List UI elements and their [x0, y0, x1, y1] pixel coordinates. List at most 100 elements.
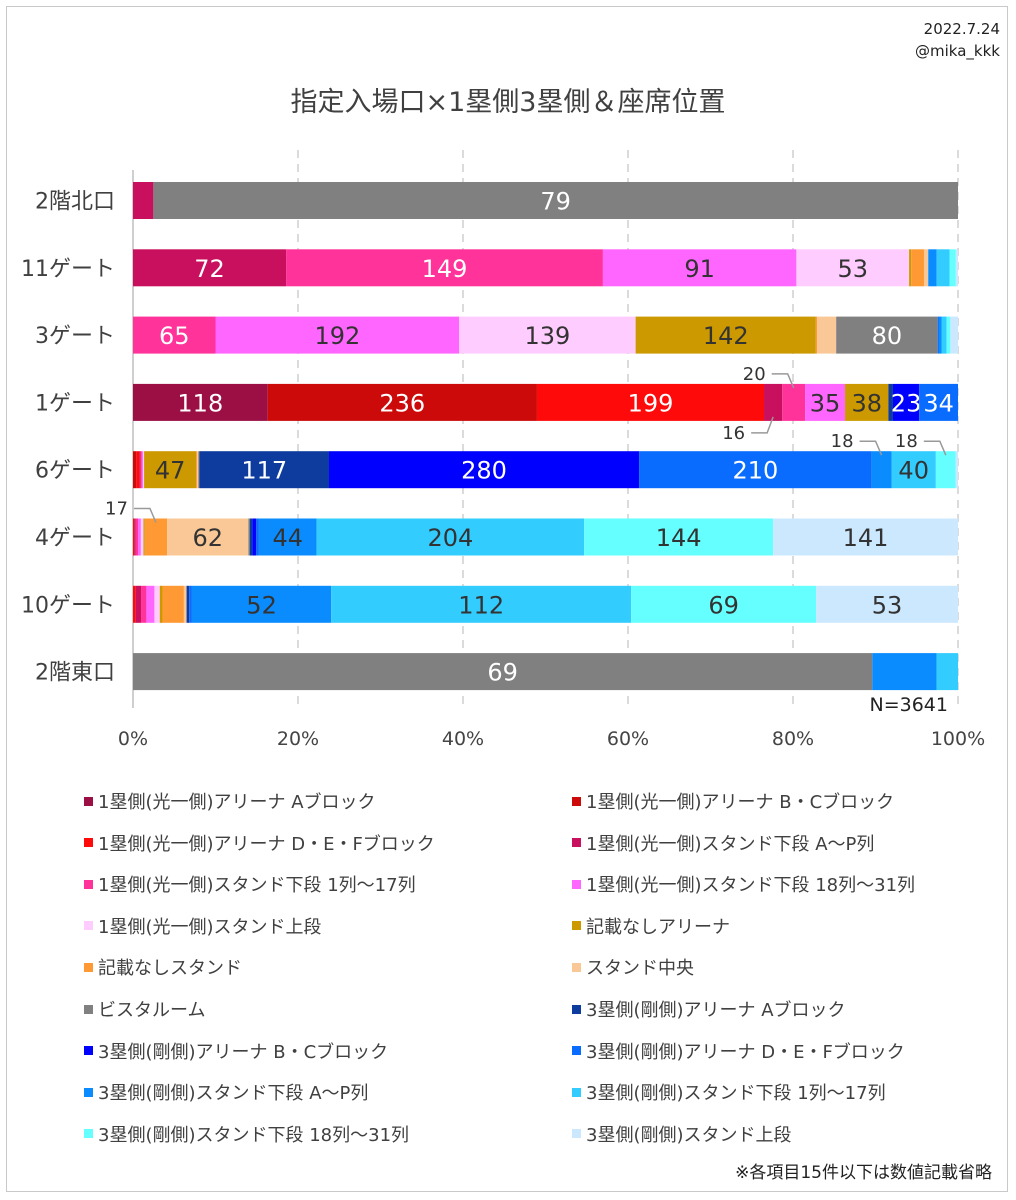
bar-segment [144, 518, 168, 556]
callout-label: 20 [743, 364, 766, 385]
category-label: 2階北口 [35, 190, 115, 215]
bar-segment [635, 316, 816, 354]
legend-item: 1塁側(光一側)アリーナ D・E・Fブロック [84, 830, 435, 856]
data-label: 52 [246, 591, 277, 619]
data-label: 65 [159, 322, 190, 350]
bar-segment [197, 451, 199, 489]
category-label: 11ゲート [21, 257, 115, 282]
data-label: 23 [891, 389, 922, 417]
bar-segment [872, 653, 937, 691]
data-label: 112 [458, 591, 504, 619]
legend-label: 1塁側(光一側)アリーナ D・E・Fブロック [98, 833, 435, 855]
legend-item: 3塁側(剛側)スタンド下段 1列～17列 [572, 1079, 886, 1105]
bar-segment [167, 518, 249, 556]
legend-item: 3塁側(剛側)アリーナ B・Cブロック [84, 1038, 388, 1064]
legend-swatch [572, 962, 581, 972]
legend-swatch [84, 1087, 93, 1097]
legend-item: 3塁側(剛側)アリーナ D・E・Fブロック [572, 1038, 905, 1064]
bar-segment [639, 451, 872, 489]
legend-item: 3塁側(剛側)スタンド下段 A～P列 [84, 1079, 368, 1105]
legend-label: ビスタルーム [98, 1000, 206, 1021]
bar-segment [584, 518, 774, 556]
sample-size-label: N=3641 [870, 694, 949, 716]
data-label: 204 [428, 524, 474, 552]
bar-segment [146, 585, 155, 623]
bar-segment [946, 316, 951, 354]
legend-label: 3塁側(剛側)スタンド下段 18列～31列 [98, 1124, 410, 1146]
bar-segment [936, 249, 950, 287]
bar-segment [153, 182, 959, 219]
bar-segment [143, 518, 145, 556]
legend-label: 1塁側(光一側)アリーナ B・Cブロック [586, 792, 895, 813]
bar-segment [183, 585, 187, 623]
legend-item: 3塁側(剛側)スタンド上段 [572, 1121, 792, 1147]
bar-segment [816, 585, 958, 623]
data-label: 69 [487, 659, 518, 687]
bar-segment [252, 518, 257, 556]
legend-label: スタンド中央 [586, 958, 694, 980]
data-label: 53 [837, 255, 868, 283]
author-handle: @mika_kkk [915, 42, 1000, 60]
bar-segment [133, 585, 136, 623]
bar-segment [135, 518, 139, 556]
data-label: 210 [732, 457, 778, 485]
bar-segment [845, 383, 889, 421]
callout-leader [771, 373, 795, 389]
bar-segment [189, 585, 192, 623]
bar-segment [134, 518, 136, 556]
legend-swatch [572, 1087, 581, 1097]
bar-segment [133, 316, 216, 354]
bar-segment [949, 249, 956, 287]
data-label: 79 [540, 188, 571, 216]
legend-label: 1塁側(光一側)アリーナ Aブロック [98, 792, 376, 813]
callout-label: 18 [831, 431, 854, 452]
data-label: 40 [898, 457, 929, 485]
data-label: 80 [872, 322, 903, 350]
data-label: 236 [379, 389, 425, 417]
callout-leader [923, 440, 947, 456]
legend-label: 3塁側(剛側)スタンド上段 [586, 1124, 792, 1146]
callout-label: 18 [895, 431, 918, 452]
bar-segment [140, 451, 142, 489]
bar-segment [950, 316, 958, 354]
legend-label: 3塁側(剛側)アリーナ D・E・Fブロック [586, 1041, 905, 1063]
bar-segment [199, 451, 330, 489]
bar-segment [139, 451, 141, 489]
legend-item: 1塁側(光一側)アリーナ B・Cブロック [572, 788, 894, 814]
legend-swatch [572, 1004, 581, 1014]
data-label: 35 [810, 389, 841, 417]
bar-segment [955, 451, 958, 489]
data-label: 280 [461, 457, 507, 485]
data-label: 118 [177, 389, 223, 417]
data-label: 192 [314, 322, 360, 350]
chart-title: 指定入場口×1塁側3塁側＆座席位置 [290, 87, 726, 118]
bar-segment [248, 518, 250, 556]
bar-segment [186, 585, 190, 623]
x-tick-label: 100% [931, 728, 985, 750]
bar-segment [198, 451, 200, 489]
bar-segment [144, 451, 197, 489]
bar-segment [782, 383, 806, 421]
bar-segment [871, 451, 892, 489]
category-label: 6ゲート [35, 459, 115, 484]
legend-swatch [84, 796, 93, 806]
stacked-bar-chart: 0% 20% 40% 60% 80% 100% 2階北口 79 11ゲート 72 149 91 53 3ゲ… [21, 150, 985, 750]
callout-label: 16 [722, 423, 745, 444]
bar-segment [133, 451, 137, 489]
bar-segment [133, 182, 154, 219]
bar-segment [142, 451, 145, 489]
legend-label: 記載なしスタンド [98, 958, 242, 980]
bar-segment [159, 585, 163, 623]
data-label: 72 [194, 255, 225, 283]
bar-segment [796, 249, 910, 287]
bar-segment [135, 585, 142, 623]
bar-segment [935, 451, 956, 489]
footnote: ※各項目15件以下は数値記載省略 [735, 1163, 992, 1183]
bar-segment [817, 316, 837, 354]
data-label: 117 [241, 457, 287, 485]
legend-swatch [84, 1129, 93, 1139]
legend-label: 3塁側(剛側)アリーナ B・Cブロック [98, 1041, 389, 1063]
bar-segment [140, 518, 144, 556]
legend-swatch [572, 921, 581, 931]
bar-segment [631, 585, 817, 623]
